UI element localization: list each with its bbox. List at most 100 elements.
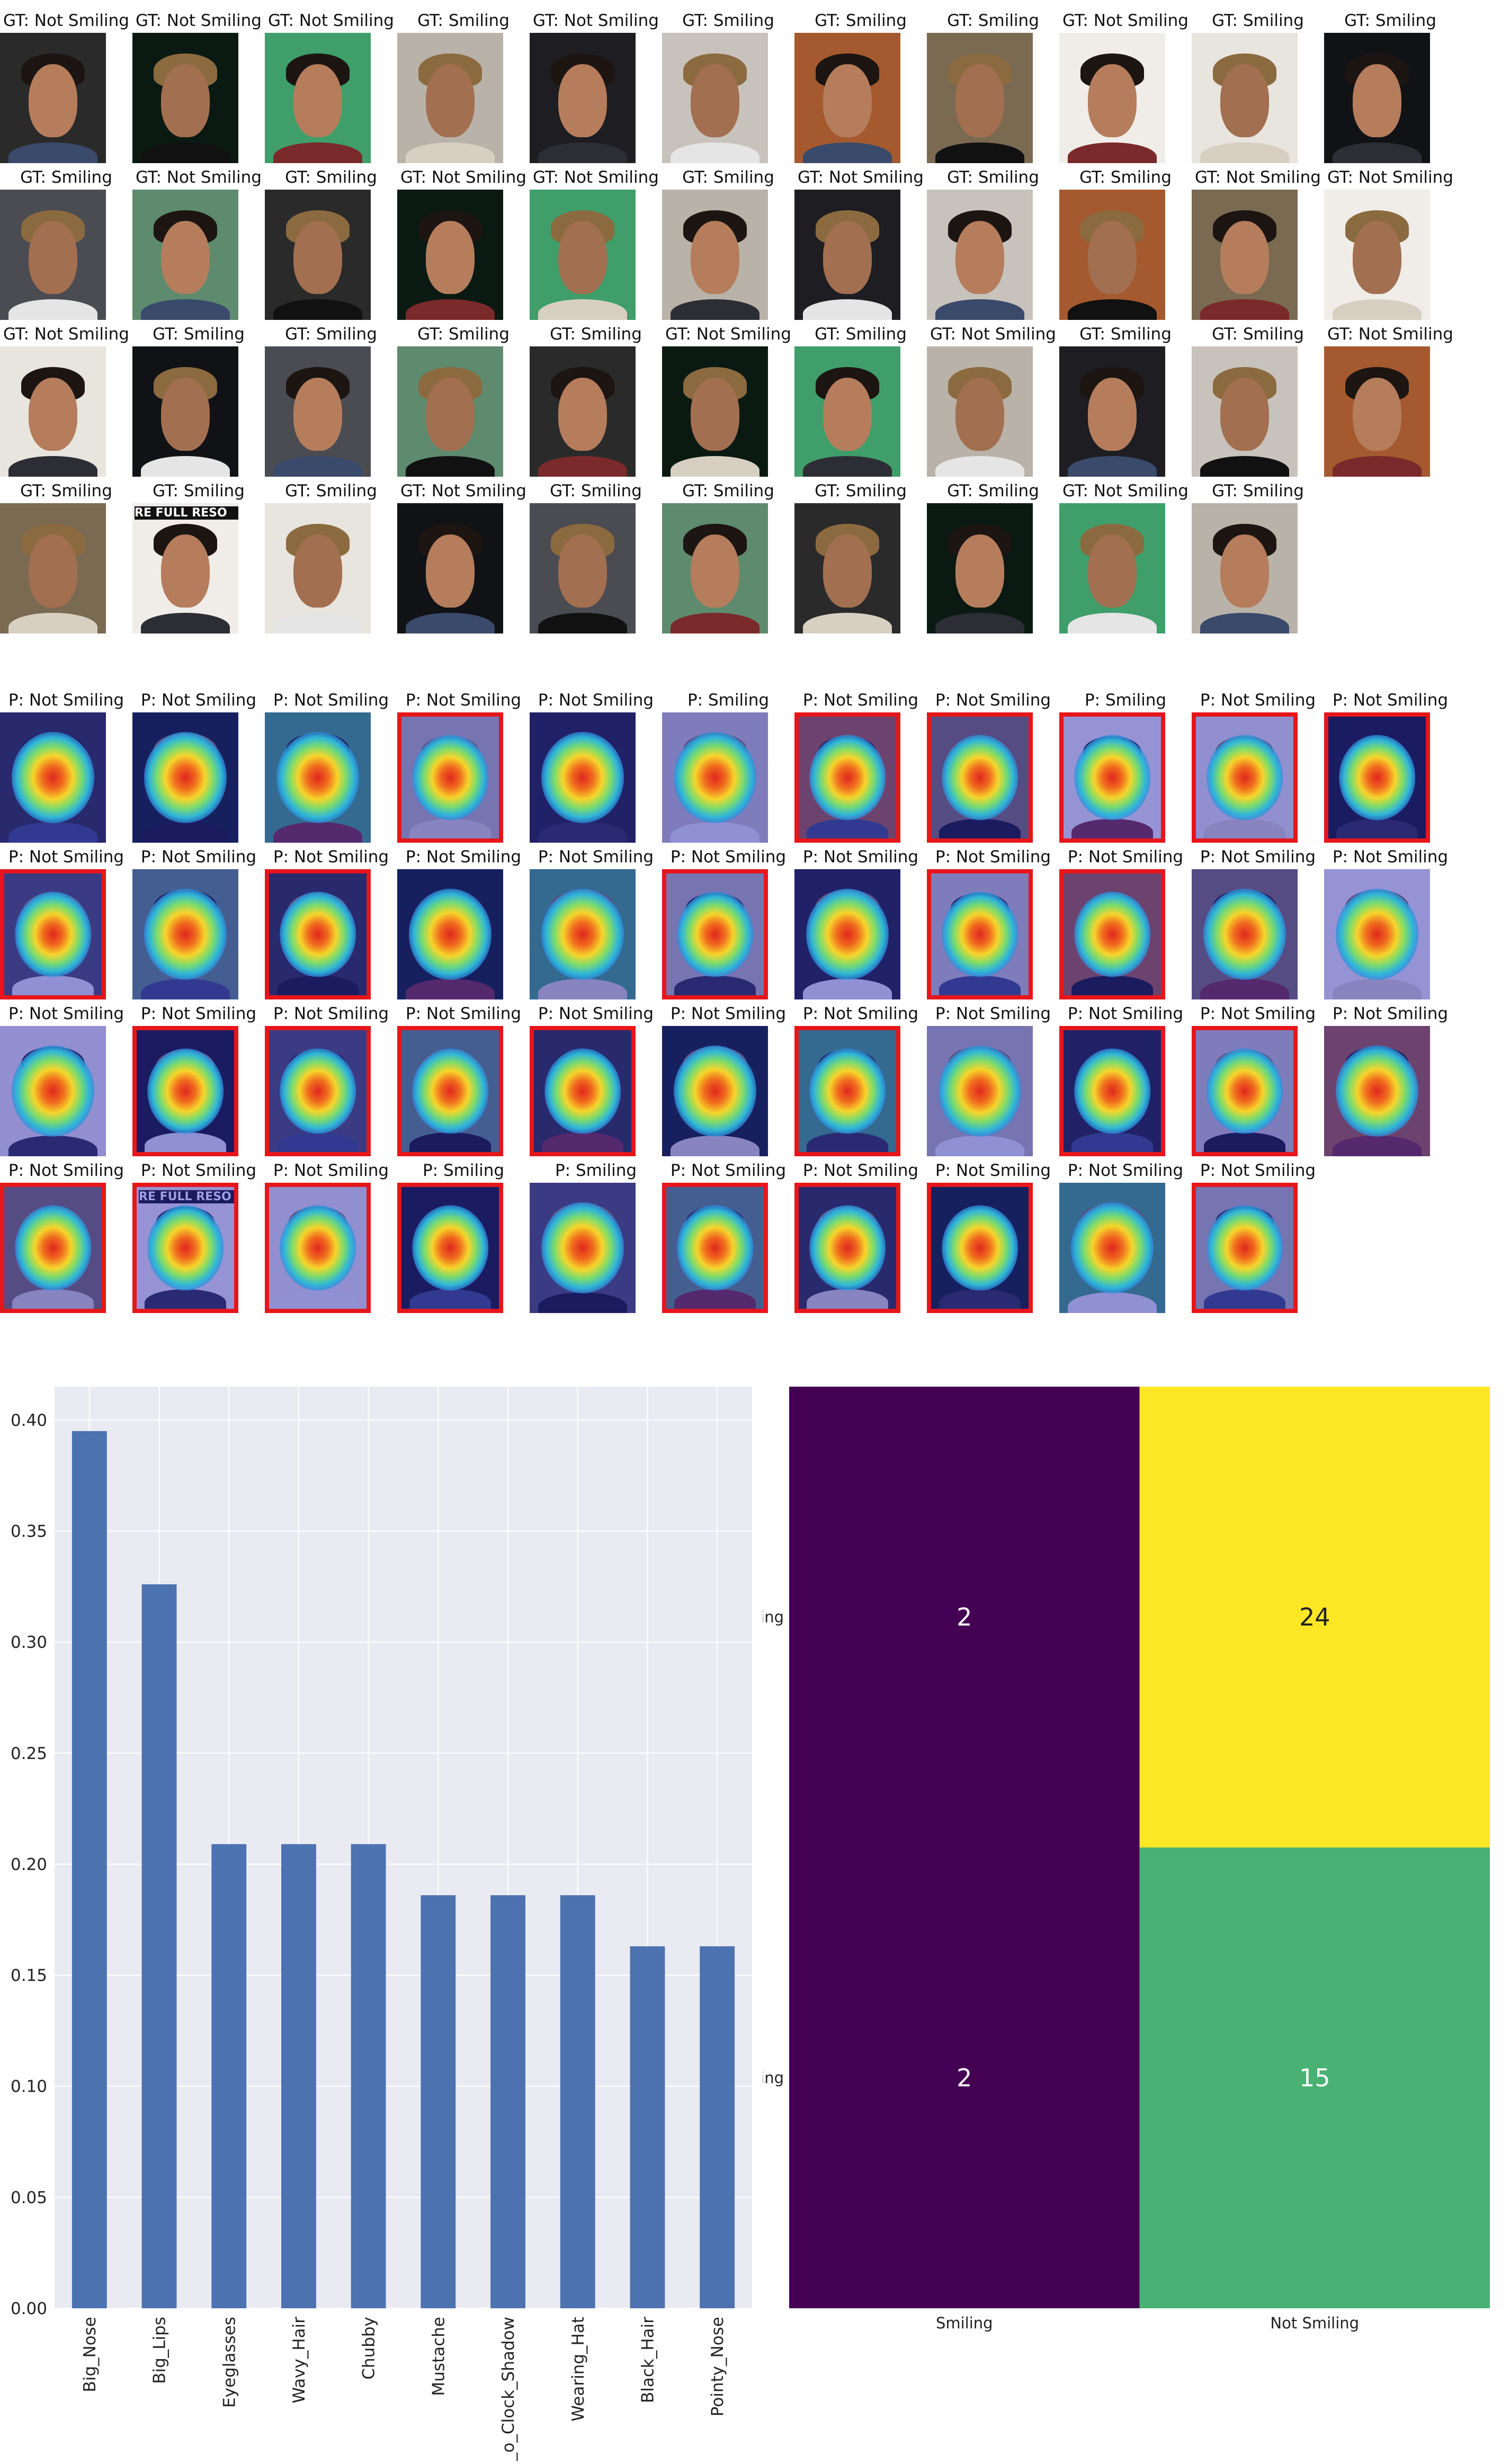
thumbnail-caption-text: RE FULL RESO <box>139 1190 234 1203</box>
y-tick-label: 0.00 <box>11 2299 47 2318</box>
ground-truth-label: GT: Smiling <box>1079 168 1172 187</box>
ground-truth-tile: GT: Not Smiling <box>530 11 662 169</box>
prediction-label: P: Not Smiling <box>1332 1004 1449 1023</box>
attention-heatmap <box>809 1205 886 1291</box>
face-thumbnail <box>530 869 636 999</box>
face-thumbnail <box>397 869 503 999</box>
attention-heatmap <box>942 1205 1018 1291</box>
ground-truth-label: GT: Smiling <box>20 481 112 501</box>
ground-truth-label: GT: Smiling <box>417 11 510 30</box>
face-thumbnail <box>927 1183 1033 1313</box>
prediction-label: P: Not Smiling <box>405 847 522 867</box>
prediction-tile: P: Not Smiling <box>265 847 397 1006</box>
face-thumbnail <box>530 503 636 633</box>
ground-truth-tile: GT: Smiling <box>1192 11 1324 169</box>
prediction-label: P: Not Smiling <box>935 691 1051 710</box>
face-thumbnail <box>132 33 238 163</box>
attention-heatmap <box>15 1205 91 1291</box>
prediction-label: P: Not Smiling <box>1067 1161 1184 1180</box>
face-thumbnail <box>0 33 106 163</box>
ground-truth-tile: GT: Smiling <box>662 11 794 169</box>
prediction-label: P: Not Smiling <box>670 847 787 867</box>
cell-value: 24 <box>1299 1603 1330 1631</box>
prediction-label: P: Not Smiling <box>802 691 919 710</box>
ground-truth-label: GT: Not Smiling <box>136 168 262 187</box>
face-thumbnail <box>1324 1026 1430 1156</box>
prediction-label: P: Not Smiling <box>670 1004 787 1023</box>
face-thumbnail <box>132 869 238 999</box>
ground-truth-label: GT: Not Smiling <box>798 168 924 187</box>
prediction-label: P: Not Smiling <box>405 1004 522 1023</box>
column-label: Smiling <box>936 2314 993 2332</box>
prediction-label: P: Not Smiling <box>273 691 389 710</box>
attention-heatmap <box>1071 1202 1154 1294</box>
bar-5-o-clock-shadow <box>490 1895 525 2308</box>
attention-heatmap <box>1074 1048 1150 1134</box>
face-thumbnail <box>530 190 636 320</box>
prediction-tile: P: Not Smiling <box>1059 1004 1192 1163</box>
prediction-tile: P: Not Smiling <box>530 690 662 849</box>
face-thumbnail <box>530 1183 636 1313</box>
face-thumbnail <box>794 1026 900 1156</box>
prediction-label: P: Smiling <box>1084 691 1167 710</box>
face-thumbnail <box>132 190 238 320</box>
prediction-label: P: Not Smiling <box>935 1161 1051 1180</box>
attention-heatmap <box>674 731 756 824</box>
ground-truth-label: GT: Not Smiling <box>533 11 659 30</box>
face-thumbnail <box>794 869 900 999</box>
ground-truth-label: GT: Smiling <box>550 325 642 344</box>
ground-truth-label: GT: Not Smiling <box>665 325 791 344</box>
face-thumbnail <box>397 33 503 163</box>
prediction-label: P: Not Smiling <box>8 1161 124 1180</box>
y-tick-label: 0.10 <box>11 2077 47 2096</box>
bar-chubby <box>351 1844 386 2308</box>
face-thumbnail <box>927 869 1033 999</box>
face-thumbnail <box>927 1026 1033 1156</box>
attention-heatmap <box>939 1045 1021 1137</box>
attention-heatmap <box>144 888 227 980</box>
prediction-label: P: Not Smiling <box>1067 847 1184 867</box>
face-thumbnail <box>794 1183 900 1313</box>
ground-truth-label: GT: Smiling <box>682 11 774 30</box>
prediction-label: P: Not Smiling <box>405 691 522 710</box>
prediction-label: P: Not Smiling <box>140 847 257 867</box>
attention-heatmap <box>677 891 753 977</box>
face-thumbnail <box>132 346 238 477</box>
attention-heatmap <box>412 1048 488 1134</box>
ground-truth-label: GT: Smiling <box>1344 11 1436 30</box>
face-thumbnail <box>927 503 1033 633</box>
ground-truth-tile: GT: Smiling <box>530 481 662 640</box>
face-thumbnail <box>927 190 1033 320</box>
bar-big-nose <box>72 1431 107 2308</box>
ground-truth-label: GT: Smiling <box>815 481 907 501</box>
cell-value: 2 <box>957 1603 972 1631</box>
face-thumbnail <box>265 346 371 477</box>
face-thumbnail <box>397 190 503 320</box>
prediction-tile: P: Not Smiling <box>794 847 927 1006</box>
face-thumbnail <box>397 1026 503 1156</box>
face-thumbnail <box>662 1183 768 1313</box>
x-tick-label: 5_o_Clock_Shadow <box>499 2317 518 2462</box>
prediction-tile: P: Not Smiling <box>794 1004 927 1163</box>
ground-truth-tile: GT: Not Smiling <box>0 324 132 483</box>
face-thumbnail <box>1059 1026 1165 1156</box>
ground-truth-label: GT: Smiling <box>153 325 245 344</box>
ground-truth-tile: GT: Smiling <box>397 11 530 169</box>
face-thumbnail <box>0 503 106 633</box>
ground-truth-tile: GT: Smiling <box>794 481 927 640</box>
face-thumbnail <box>794 503 900 633</box>
y-tick-label: 0.35 <box>11 1522 47 1541</box>
ground-truth-label: GT: Smiling <box>20 168 112 187</box>
face-thumbnail <box>265 1183 371 1313</box>
x-tick-label: Pointy_Nose <box>708 2317 727 2416</box>
prediction-label: P: Not Smiling <box>273 1161 389 1180</box>
prediction-label: P: Not Smiling <box>140 1161 257 1180</box>
face-thumbnail <box>530 346 636 477</box>
ground-truth-label: GT: Smiling <box>815 11 907 30</box>
ground-truth-tile: GT: Not Smiling <box>1059 11 1192 169</box>
ground-truth-tile: GT: Smiling <box>927 11 1059 169</box>
prediction-label: P: Not Smiling <box>273 1004 389 1023</box>
face-thumbnail <box>1192 190 1298 320</box>
face-thumbnail <box>1324 190 1430 320</box>
prediction-tile: P: Not Smiling <box>794 1160 927 1319</box>
